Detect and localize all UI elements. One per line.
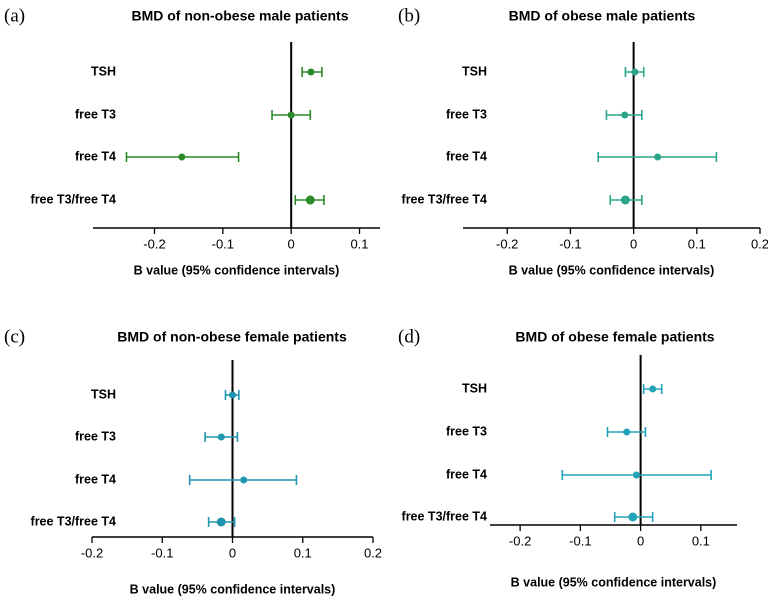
x-tick-label: -0.1 [212, 236, 234, 251]
x-tick-label: -0.1 [151, 545, 173, 560]
panel-label: (d) [398, 326, 420, 347]
x-tick-label: 0 [630, 236, 637, 251]
x-tick-label: -0.1 [559, 236, 581, 251]
category-label: TSH [462, 381, 487, 395]
category-label: TSH [91, 387, 116, 401]
category-label: free T3/free T4 [31, 514, 117, 528]
category-label: free T4 [446, 149, 487, 163]
x-tick-label: 0.1 [692, 533, 710, 548]
category-label: free T3/free T4 [402, 509, 488, 523]
x-axis-label: B value (95% confidence intervals) [509, 263, 715, 277]
category-label: TSH [462, 64, 487, 78]
point [217, 433, 225, 441]
x-axis-label: B value (95% confidence intervals) [511, 575, 717, 589]
point [649, 385, 657, 393]
x-tick-label: 0.1 [294, 545, 312, 560]
panel-label: (c) [4, 326, 25, 347]
point [631, 68, 639, 76]
x-tick-label: -0.2 [143, 236, 165, 251]
x-tick-label: 0 [229, 545, 236, 560]
category-label: free T3 [446, 107, 487, 121]
x-tick-label: -0.1 [569, 533, 591, 548]
category-label: TSH [91, 64, 116, 78]
category-label: free T3/free T4 [31, 192, 117, 206]
x-tick-label: 0 [288, 236, 295, 251]
panel-label: (a) [4, 5, 25, 26]
category-label: free T4 [446, 467, 487, 481]
category-label: free T3 [75, 107, 116, 121]
point [229, 391, 236, 399]
point [307, 68, 315, 76]
point [240, 476, 248, 484]
x-tick-label: 0.1 [350, 236, 368, 251]
x-tick-label: -0.2 [509, 533, 531, 548]
category-label: free T4 [75, 149, 116, 163]
category-label: free T4 [75, 472, 116, 486]
chart-title: BMD of obese female patients [515, 329, 714, 345]
point [632, 471, 640, 479]
category-label: free T3 [446, 424, 487, 438]
x-tick-label: -0.2 [81, 545, 103, 560]
x-tick-label: 0.1 [688, 236, 706, 251]
category-label: free T3 [75, 429, 116, 443]
x-tick-label: 0.2 [751, 236, 768, 251]
point [628, 512, 638, 522]
point [287, 111, 295, 119]
point [178, 153, 186, 161]
point [621, 111, 629, 119]
chart-title: BMD of obese male patients [509, 8, 696, 24]
point [623, 428, 631, 436]
point [654, 153, 662, 161]
x-axis-label: B value (95% confidence intervals) [130, 582, 336, 596]
chart-title: BMD of non-obese male patients [131, 8, 348, 24]
x-tick-label: 0 [637, 533, 644, 548]
x-axis-label: B value (95% confidence intervals) [134, 263, 340, 277]
x-tick-label: 0.2 [364, 545, 382, 560]
panel-label: (b) [398, 5, 420, 26]
chart-title: BMD of non-obese female patients [117, 329, 347, 345]
point [216, 517, 226, 527]
point [620, 195, 630, 205]
x-tick-label: -0.2 [496, 236, 518, 251]
category-label: free T3/free T4 [402, 192, 488, 206]
point [305, 195, 315, 205]
